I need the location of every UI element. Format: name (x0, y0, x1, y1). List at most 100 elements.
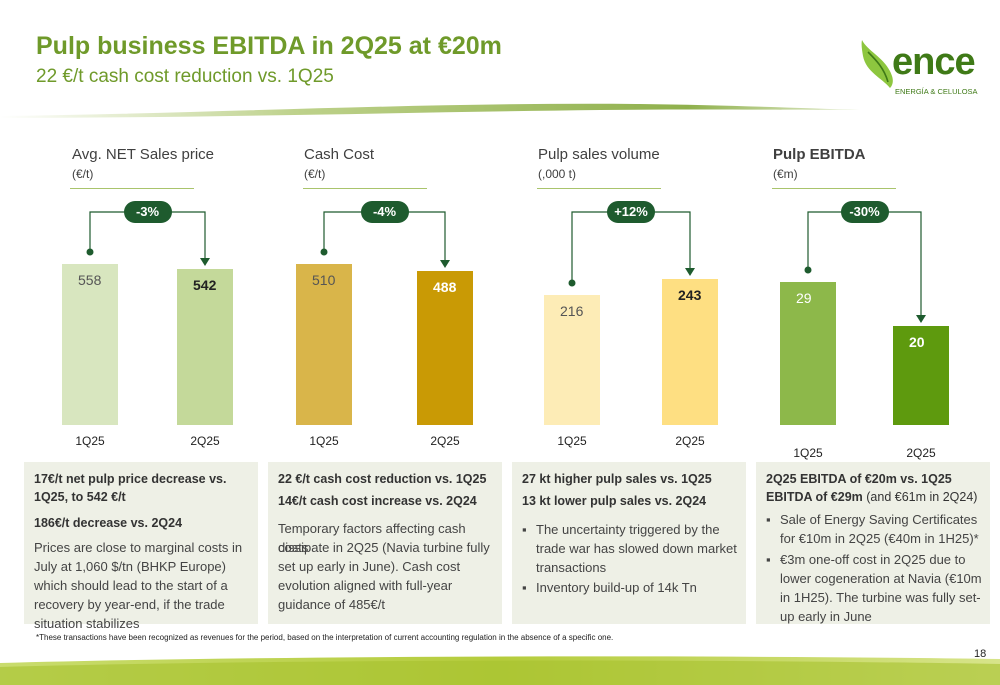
box-headline: 2Q25 EBITDA of €20m vs. 1Q25 (766, 472, 952, 486)
change-badge: -30% (840, 201, 889, 223)
bar-value-label: 243 (678, 287, 702, 303)
panel-unit: (€m) (773, 167, 798, 181)
bar-value-label: 20 (909, 334, 925, 350)
change-badge: -3% (123, 201, 172, 223)
connector-dot (320, 248, 328, 256)
box-body-line: which should lead to the start of a (34, 578, 228, 593)
connector-line (807, 211, 922, 318)
connector-dot (568, 279, 576, 287)
logo-tagline: ENERGÍA & CELULOSA (895, 87, 978, 96)
box-body-line: evolution aligned with full-year (278, 578, 453, 593)
bar-value-label: 510 (312, 272, 336, 288)
box-body-line: recovery by year-end, if the trade (34, 597, 225, 612)
summary-box-ebitda: 2Q25 EBITDA of €20m vs. 1Q25 EBITDA of €… (756, 462, 990, 624)
box-body-line: July at 1,060 $/tn (BHKP Europe) (34, 559, 226, 574)
leaf-icon (861, 40, 893, 88)
panel-divider (537, 188, 661, 189)
x-axis-label: 2Q25 (906, 446, 936, 460)
box-bullet-line: €3m one-off cost in 2Q25 due to (780, 552, 966, 567)
x-axis-label: 1Q25 (309, 434, 339, 448)
box-bullet-line: in 1H25). The turbine was fully set- (780, 590, 981, 605)
box-headline: 22 €/t cash cost reduction vs. 1Q25 (278, 472, 487, 486)
box-headline: 14€/t cash cost increase vs. 2Q24 (278, 494, 477, 508)
page-title: Pulp business EBITDA in 2Q25 at €20m (36, 32, 502, 60)
panel-divider (303, 188, 427, 189)
page-subtitle: 22 €/t cash cost reduction vs. 1Q25 (36, 66, 334, 87)
bar-2q25 (177, 269, 233, 425)
box-bullet-line: Sale of Energy Saving Certificates (780, 512, 978, 527)
box-bullet-line: transactions (536, 560, 607, 575)
box-bullet-line: lower cogeneration at Navia (€10m (780, 571, 982, 586)
bar-value-label: 558 (78, 272, 102, 288)
panel-unit: (€/t) (72, 167, 94, 181)
panel-divider (70, 188, 194, 189)
box-body-line: dissipate in 2Q25 (Navia turbine fully (278, 540, 490, 555)
connector-dot (86, 248, 94, 256)
panel-title: Pulp sales volume (538, 146, 660, 163)
bar-value-label: 488 (433, 279, 457, 295)
bar-value-label: 216 (560, 303, 584, 319)
box-headline: 27 kt higher pulp sales vs. 1Q25 (522, 472, 712, 486)
bar-1q25 (544, 295, 600, 425)
connector-arrowhead (685, 268, 695, 276)
panel-title: Avg. NET Sales price (72, 146, 215, 163)
box-headline: 17€/t net pulp price decrease vs. (34, 472, 227, 486)
bullet-icon: ▪ (766, 552, 771, 567)
footnote: *These transactions have been recognized… (36, 633, 614, 642)
connector-arrowhead (200, 258, 210, 266)
connector-arrowhead (916, 315, 926, 323)
box-bullet-line: trade war has slowed down market (536, 541, 737, 556)
box-body-line: situation stabilizes (34, 616, 140, 631)
box-bullet: ▪ The uncertainty triggered by the trade… (522, 520, 738, 577)
box-body-line: guidance of 485€/t (278, 597, 385, 612)
x-axis-label: 2Q25 (190, 434, 220, 448)
box-headline-line: EBITDA of €29m (and €61m in 2Q24) (766, 488, 982, 506)
bar-2q25 (417, 271, 473, 425)
bar-1q25 (296, 264, 352, 425)
bar-1q25 (780, 282, 836, 425)
summary-box-sales-volume: 27 kt higher pulp sales vs. 1Q25 13 kt l… (512, 462, 746, 624)
box-headline: 186€/t decrease vs. 2Q24 (34, 516, 183, 530)
page-number: 18 (974, 648, 987, 660)
connector-arrowhead (440, 260, 450, 268)
footer-swoosh (0, 656, 1000, 685)
x-axis-label: 1Q25 (75, 434, 105, 448)
bar-1q25 (62, 264, 118, 425)
box-bullet-line: up early in June (780, 609, 872, 624)
box-headline: 1Q25, to 542 €/t (34, 490, 126, 504)
x-axis-label: 2Q25 (430, 434, 460, 448)
bar-2q25 (662, 279, 718, 425)
panel-title: Pulp EBITDA (773, 146, 866, 163)
bar-value-label: 29 (796, 290, 812, 306)
x-axis-label: 1Q25 (793, 446, 823, 460)
summary-box-cash-cost: 22 €/t cash cost reduction vs. 1Q25 14€/… (268, 462, 502, 624)
x-axis-label: 2Q25 (675, 434, 705, 448)
box-headline: 13 kt lower pulp sales vs. 2Q24 (522, 494, 707, 508)
panel-header-sales-volume: Pulp sales volume (,000 t) (538, 146, 660, 181)
box-body-line: Temporary factors affecting cash costs (278, 521, 466, 555)
x-axis-label: 1Q25 (557, 434, 587, 448)
change-badge: -4% (360, 201, 409, 223)
change-badge: +12% (607, 201, 655, 223)
panel-title: Cash Cost (304, 146, 375, 163)
panel-header-sales-price: Avg. NET Sales price (€/t) (72, 146, 214, 181)
bar-2q25 (893, 326, 949, 425)
panel-divider (772, 188, 896, 189)
bar-value-label: 542 (193, 277, 217, 293)
box-bullet: ▪ Inventory build-up of 14k Tn (522, 578, 738, 597)
box-body-line: set up early in June). Cash cost (278, 559, 461, 574)
header-swoosh (0, 103, 860, 118)
company-logo: ence ENERGÍA & CELULOSA (858, 38, 978, 100)
panel-header-cash-cost: Cash Cost (€/t) (304, 146, 374, 181)
panel-unit: (,000 t) (538, 167, 577, 181)
panel-header-ebitda: Pulp EBITDA (€m) (773, 146, 866, 181)
box-bullet: ▪ €3m one-off cost in 2Q25 due to lower … (766, 550, 982, 626)
bullet-icon: ▪ (766, 512, 771, 527)
box-body-line: Prices are close to marginal costs in (34, 540, 243, 555)
logo-wordmark: ence (892, 41, 976, 83)
box-bullet-line: Inventory build-up of 14k Tn (536, 580, 697, 595)
box-bullet-line: The uncertainty triggered by the (536, 522, 720, 537)
box-bullet: ▪ Sale of Energy Saving Certificates for… (766, 510, 982, 548)
box-headline-suffix: (and €61m in 2Q24) (862, 490, 978, 504)
bullet-icon: ▪ (522, 522, 527, 537)
